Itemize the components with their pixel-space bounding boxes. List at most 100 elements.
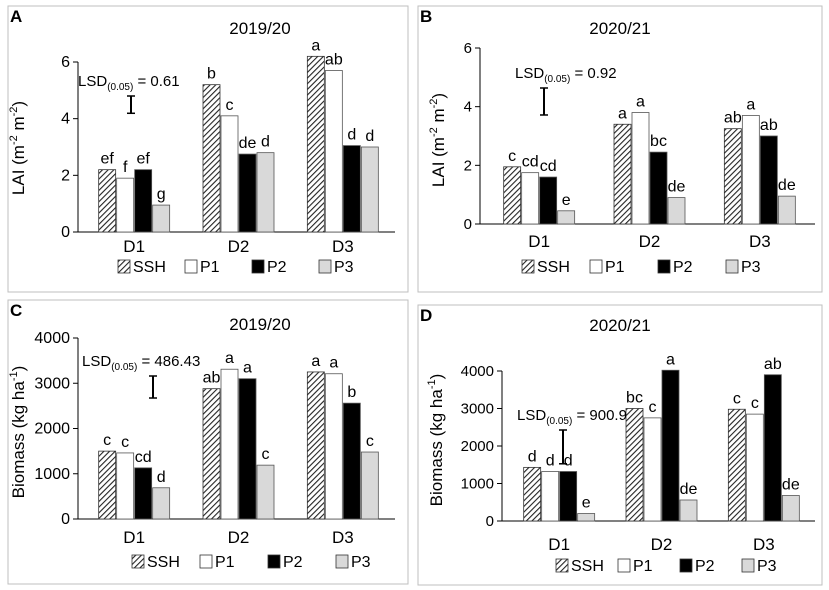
y-tick-label: 3000 xyxy=(461,401,494,418)
bar-p1-d2 xyxy=(220,115,239,233)
legend-label: SSH xyxy=(147,554,180,571)
chart-title: 2019/20 xyxy=(229,19,290,38)
bar-p3-d1 xyxy=(557,210,576,225)
panel-c: C 2019/20 0 1000 2000 3000 4000 Biomass (kg ha-… xyxy=(7,299,409,585)
x-tick-label: D3 xyxy=(332,528,354,547)
significance-letter: a xyxy=(311,37,320,54)
bar-ssh-d2 xyxy=(613,123,632,225)
legend-swatch-p1 xyxy=(617,558,631,573)
bar-p1-d1 xyxy=(116,452,135,520)
bar-ssh-d1 xyxy=(98,450,117,520)
legend-label: P3 xyxy=(351,554,371,571)
significance-letter: a xyxy=(666,351,675,368)
bar-ssh-d3 xyxy=(306,371,325,520)
legend-label: P3 xyxy=(757,558,777,575)
bar-p3-d1 xyxy=(152,204,171,233)
bar-p2-d3 xyxy=(763,374,782,522)
bar-p1-d3 xyxy=(324,373,343,520)
significance-letter: de xyxy=(778,177,796,194)
bar-p3-d3 xyxy=(360,451,379,520)
significance-letter: b xyxy=(207,66,216,83)
x-tick-label: D1 xyxy=(528,232,550,251)
panel-letter: B xyxy=(420,7,432,26)
bar-p2-d1 xyxy=(134,467,153,520)
bar-p1-d1 xyxy=(541,471,560,522)
legend-swatch-p3 xyxy=(318,259,332,274)
bar-ssh-d2 xyxy=(625,408,644,522)
legend-swatch-p2 xyxy=(657,259,671,274)
significance-letter: c xyxy=(121,434,129,451)
lsd-label: LSD(0.05) = 900.9 xyxy=(517,407,627,427)
significance-letter: cd xyxy=(135,449,152,466)
significance-letter: c xyxy=(366,433,374,450)
bar-p1-d1 xyxy=(521,172,540,225)
legend-swatch-p3 xyxy=(741,558,755,573)
x-tick-label: D1 xyxy=(123,528,145,547)
significance-letter: d xyxy=(347,127,356,144)
significance-letter: de xyxy=(668,179,686,196)
x-tick-label: D1 xyxy=(548,535,570,554)
significance-letter: c xyxy=(508,148,516,165)
bar-ssh-d2 xyxy=(202,388,221,520)
bar-p1-d2 xyxy=(220,368,239,520)
chart-title: 2020/21 xyxy=(589,316,650,335)
significance-letter: d xyxy=(564,453,573,470)
y-tick-label: 2 xyxy=(464,157,472,174)
bar-p1-d3 xyxy=(741,115,760,225)
bar-p2-d1 xyxy=(539,176,558,225)
lsd-label: LSD(0.05) = 0.92 xyxy=(515,65,617,85)
significance-letter: c xyxy=(751,395,759,412)
significance-letter: e xyxy=(582,495,591,512)
y-tick-label: 4000 xyxy=(34,330,70,347)
lsd-label: LSD(0.05) = 0.61 xyxy=(78,73,180,93)
y-axis-label: LAI (m-2 m-2) xyxy=(8,101,28,195)
significance-letter: a xyxy=(225,350,234,367)
legend-label: P2 xyxy=(695,558,715,575)
legend-label: P1 xyxy=(215,554,235,571)
bar-p3-d3 xyxy=(360,146,379,233)
legend-label: P2 xyxy=(283,554,303,571)
x-tick-label: D2 xyxy=(639,232,661,251)
legend-label: P3 xyxy=(741,259,761,276)
significance-letter: bc xyxy=(626,390,643,407)
significance-letter: g xyxy=(157,186,166,203)
bar-p1-d3 xyxy=(745,413,764,522)
lsd-label: LSD(0.05) = 486.43 xyxy=(82,353,200,373)
bar-p1-d1 xyxy=(116,177,135,233)
legend-swatch-p2 xyxy=(251,259,265,274)
y-tick-label: 0 xyxy=(61,511,70,528)
x-tick-label: D3 xyxy=(749,232,771,251)
panel-letter: D xyxy=(420,306,432,325)
chart-title: 2019/20 xyxy=(229,315,290,334)
significance-letter: c xyxy=(733,390,741,407)
significance-letter: d xyxy=(546,453,555,470)
significance-letter: de xyxy=(680,481,698,498)
significance-letter: c xyxy=(262,446,270,463)
legend-swatch-p3 xyxy=(335,554,349,569)
x-tick-label: D2 xyxy=(651,535,673,554)
x-tick-label: D2 xyxy=(228,237,250,256)
bar-p2-d3 xyxy=(342,402,361,520)
significance-letter: ab xyxy=(724,110,742,127)
significance-letter: bc xyxy=(650,133,667,150)
bar-p2-d2 xyxy=(238,153,257,233)
panel-d: D 2020/21 0 1000 2000 3000 4000 Biomass (kg ha-… xyxy=(417,304,823,586)
legend-label: P1 xyxy=(200,259,220,276)
y-tick-label: 3000 xyxy=(34,375,70,392)
y-tick-label: 0 xyxy=(486,513,494,530)
significance-letter: d xyxy=(157,469,166,486)
legend-swatch-p1 xyxy=(199,554,213,569)
y-tick-label: 2000 xyxy=(461,438,494,455)
y-tick-label: 4000 xyxy=(461,363,494,380)
x-tick-label: D2 xyxy=(228,528,250,547)
legend-swatch-p1 xyxy=(589,259,603,274)
legend-swatch-ssh xyxy=(117,259,131,274)
y-tick-label: 0 xyxy=(61,224,70,241)
legend-swatch-p3 xyxy=(725,259,739,274)
bar-ssh-d2 xyxy=(202,84,221,233)
y-tick-label: 2 xyxy=(61,167,70,184)
significance-letter: de xyxy=(239,135,257,152)
bar-p2-d2 xyxy=(649,151,668,225)
